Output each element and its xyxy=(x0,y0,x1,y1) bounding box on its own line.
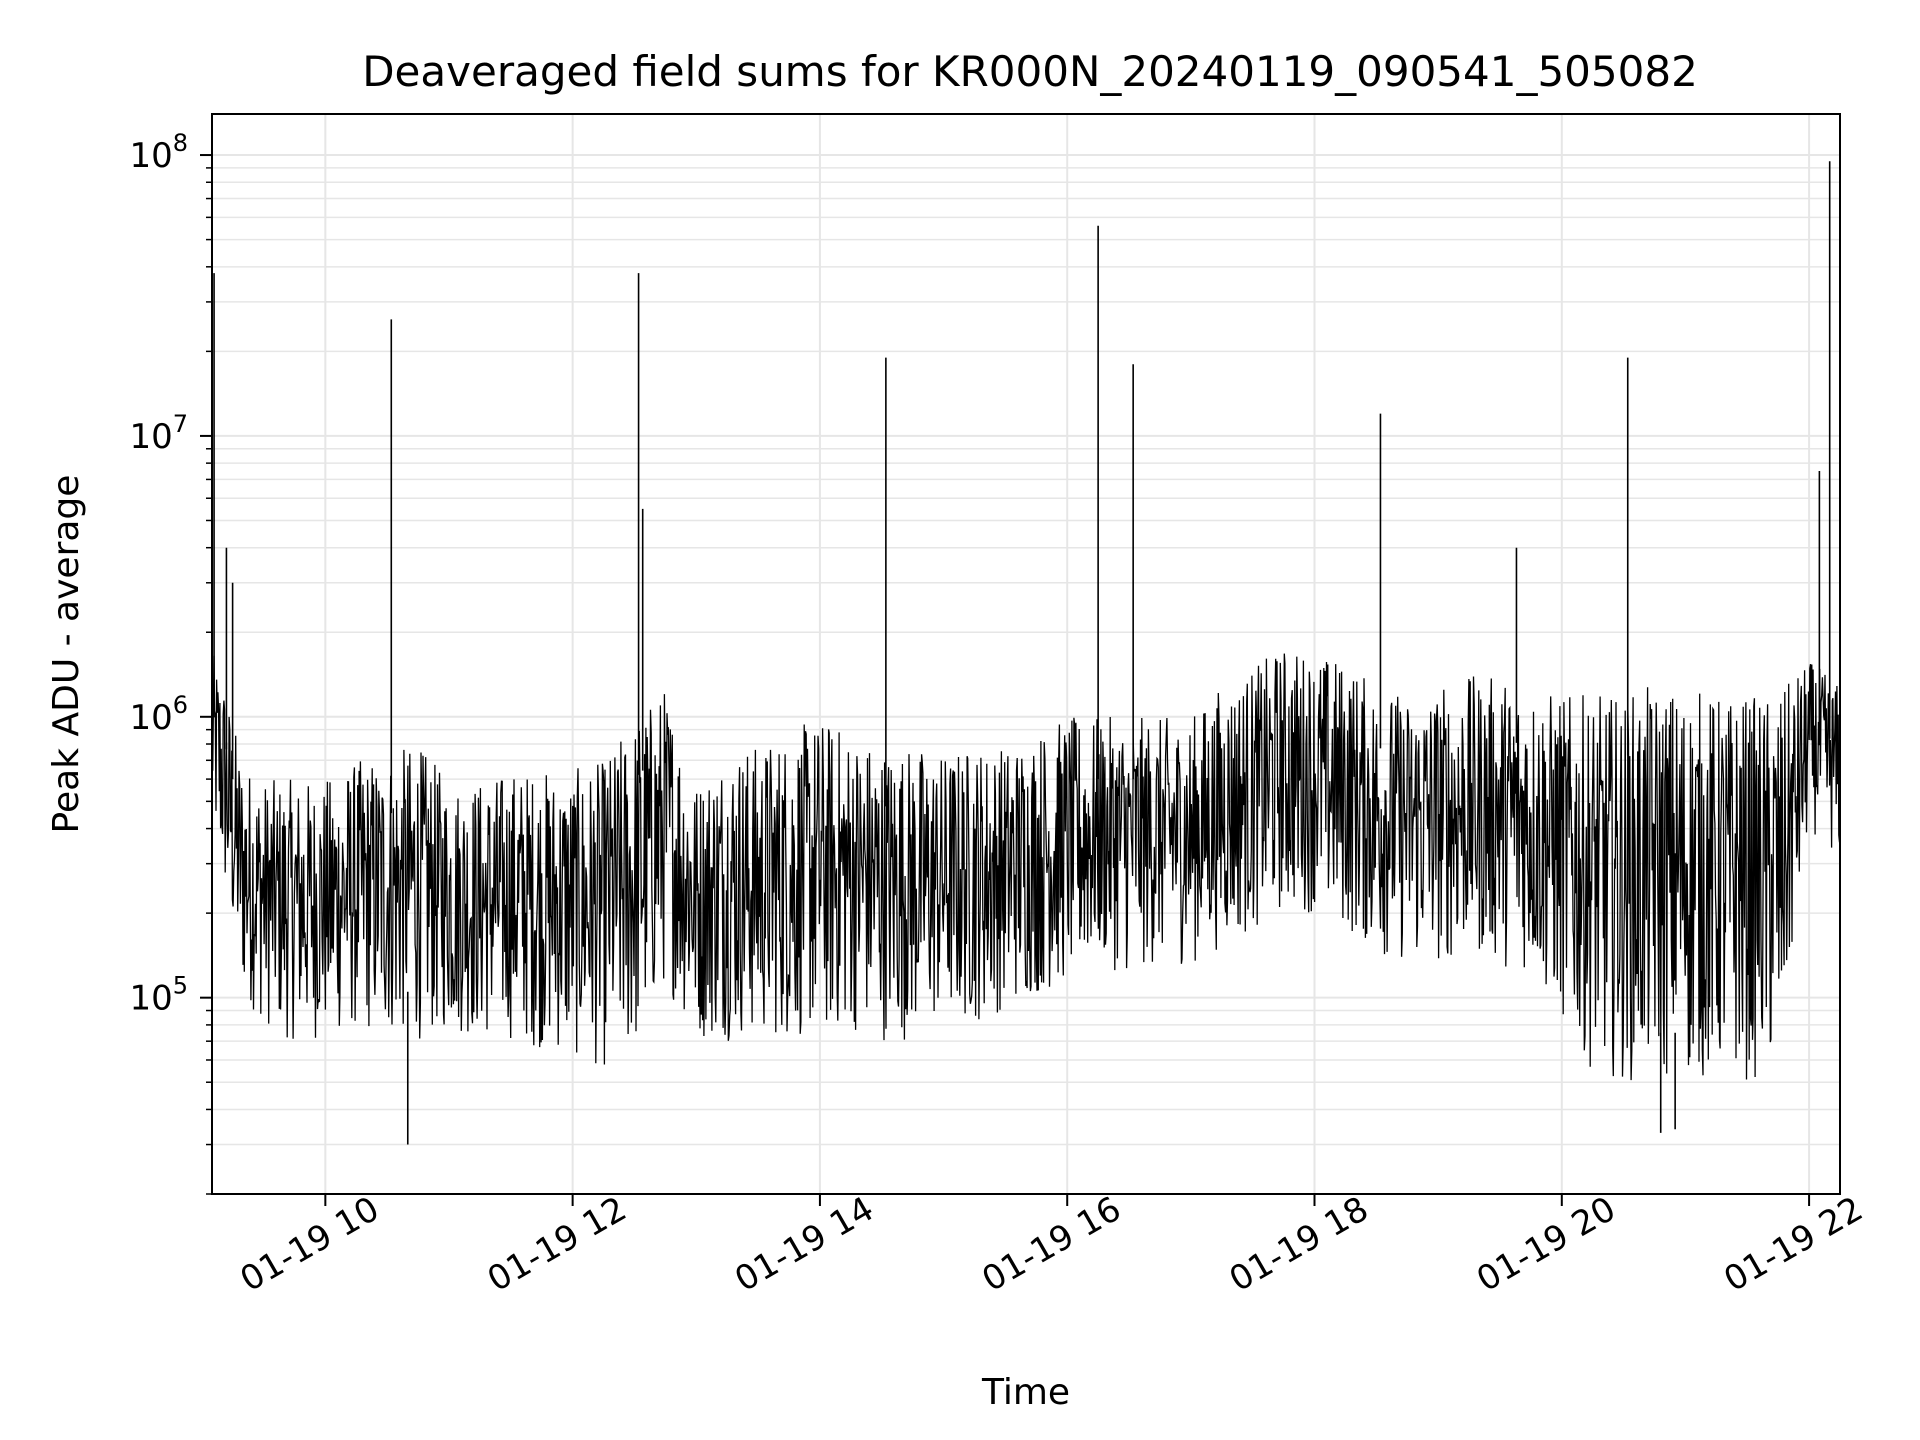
x-axis-label: Time xyxy=(981,1372,1070,1413)
data-series xyxy=(211,161,1841,1145)
chart-title: Deaveraged field sums for KR000N_2024011… xyxy=(362,47,1698,96)
y-tick-label: 107 xyxy=(129,410,188,457)
y-tick-label: 106 xyxy=(129,691,188,738)
y-tick-label: 105 xyxy=(129,972,188,1019)
series-line xyxy=(211,653,1841,1081)
y-axis-ticks: 105 106 107 108 xyxy=(129,129,212,1195)
plot-area-frame xyxy=(211,113,1841,1195)
y-tick-label: 108 xyxy=(129,129,188,176)
y-axis-label: Peak ADU - average xyxy=(46,475,87,834)
